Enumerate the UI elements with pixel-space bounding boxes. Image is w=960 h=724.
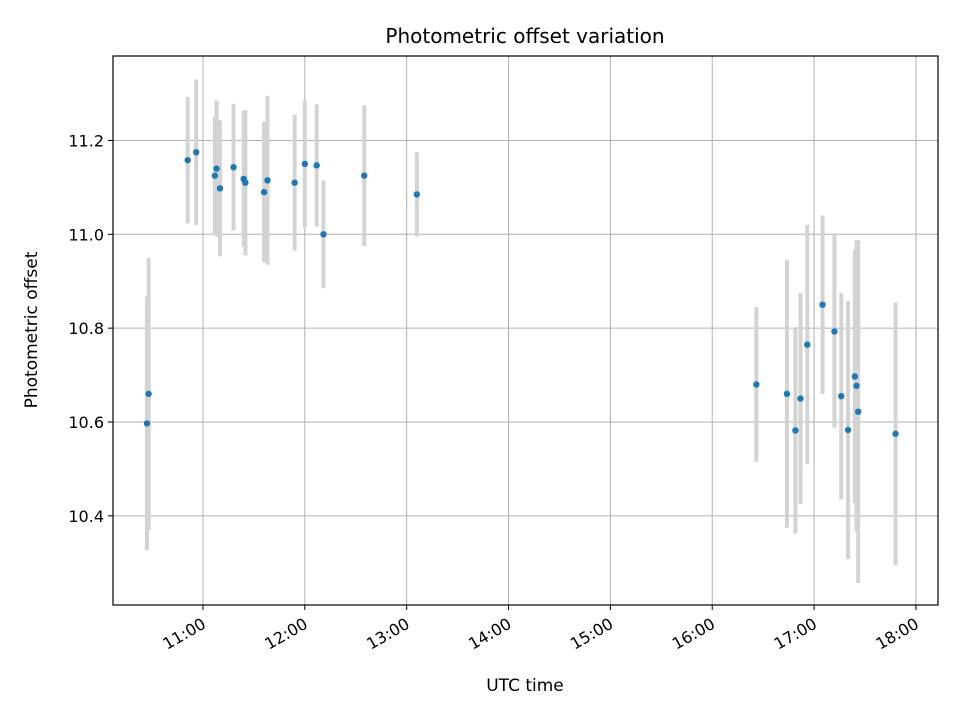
data-points [143,148,899,437]
data-point [413,191,421,198]
data-point [145,390,152,398]
data-point [313,162,320,169]
data-point [216,185,224,192]
y-axis-title: Photometric offset [22,251,42,408]
x-axis-title: UTC time [486,676,564,696]
data-point [143,420,151,427]
data-point [264,177,271,184]
data-point [213,165,220,172]
plot-frame [112,55,939,606]
data-point [831,328,838,335]
chart-title: Photometric offset variation [385,24,664,48]
data-point [851,373,859,380]
data-point [192,148,200,156]
y-tick-label: 10.6 [68,413,104,432]
data-point [792,427,799,434]
data-point [804,341,811,348]
data-point [783,390,791,398]
data-point [892,430,899,437]
data-point [184,156,191,164]
data-point [230,164,237,171]
data-point [301,160,309,168]
data-point [797,395,804,402]
data-point [753,381,760,388]
y-tick-label: 11.0 [68,225,104,244]
y-axis: 10.4 10.6 10.8 11.0 11.2 [68,131,113,526]
data-point [320,231,327,238]
data-point [819,301,826,308]
data-point [844,426,852,434]
y-tick-label: 10.4 [68,507,104,526]
data-point [242,179,249,186]
data-point [260,188,268,196]
data-point [361,172,368,179]
data-point [838,392,845,400]
y-tick-label: 10.8 [68,319,104,338]
data-point [211,172,219,179]
data-point [855,408,862,415]
data-point [853,382,860,390]
data-point [291,179,298,186]
y-tick-label: 11.2 [68,131,104,150]
